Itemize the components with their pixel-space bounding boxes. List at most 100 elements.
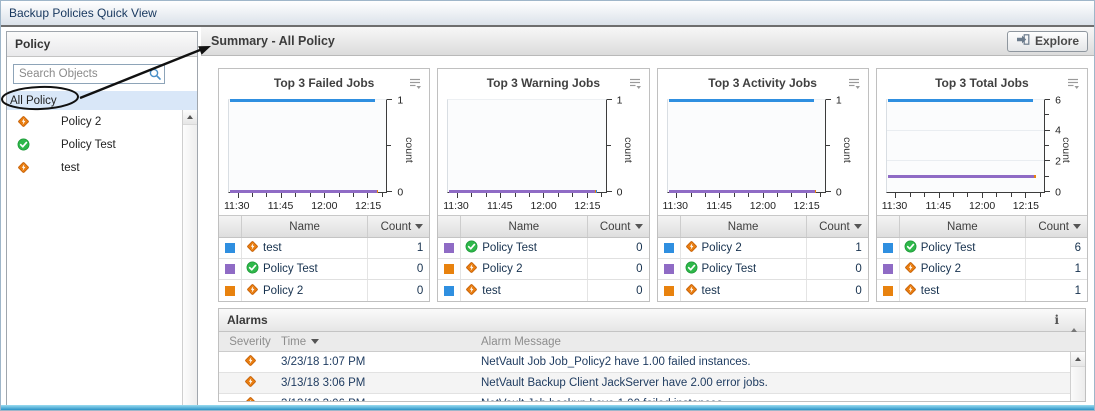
x-tick: [748, 193, 750, 197]
alarm-severity-cell: [219, 354, 281, 370]
table-row[interactable]: test 1: [877, 280, 1087, 301]
explore-button[interactable]: Explore: [1006, 30, 1088, 52]
policy-name-cell: Policy Test: [898, 238, 1025, 258]
y-minor-tick: [1045, 145, 1049, 146]
x-tick: [367, 193, 369, 198]
info-icon[interactable]: i: [1054, 313, 1059, 327]
series-swatch-cell: [658, 285, 680, 296]
series-color-swatch: [882, 285, 893, 296]
y-axis-label: count: [621, 137, 634, 164]
table-row[interactable]: Policy Test 0: [219, 259, 430, 280]
count-column-header[interactable]: Count: [1025, 216, 1087, 237]
count-value: 1: [367, 238, 429, 258]
y-tick-label: 1: [616, 93, 623, 106]
table-row[interactable]: Policy 2 1: [657, 238, 868, 259]
sidebar-item-policy-2[interactable]: Policy 2: [7, 110, 197, 133]
alarm-row[interactable]: 3/23/18 1:07 PM NetVault Job Job_Policy2 …: [219, 352, 1070, 373]
alarms-rows: 3/23/18 1:07 PM NetVault Job Job_Policy2 …: [219, 352, 1085, 401]
x-tick: [514, 193, 516, 197]
search-box: [13, 64, 165, 84]
count-column-header[interactable]: Count: [367, 216, 429, 237]
policy-warning-icon: [244, 375, 257, 391]
x-tick: [719, 193, 721, 198]
x-tick: [381, 193, 383, 197]
y-major-tick: [1045, 160, 1050, 162]
window-bottom-accent: [1, 405, 1094, 410]
policy-warning-icon: [17, 161, 30, 174]
chart-title: Top 3 Total Jobs: [935, 76, 1029, 90]
table-row[interactable]: Policy 2 0: [438, 259, 649, 280]
y-tick-label: 1: [835, 93, 842, 106]
table-row[interactable]: Policy Test 0: [438, 238, 649, 259]
y-major-tick: [387, 191, 393, 192]
chart-menu-icon[interactable]: [409, 78, 422, 90]
alarms-scroll-up-button[interactable]: [1071, 352, 1085, 367]
table-row[interactable]: Policy Test 6: [876, 238, 1087, 259]
x-tick: [791, 193, 793, 197]
x-tick-label: 12:15: [793, 200, 820, 212]
tree-item-label: test: [61, 161, 80, 174]
explore-button-label: Explore: [1034, 34, 1079, 48]
count-column-header[interactable]: Count: [805, 216, 868, 237]
y-tick-label: 0: [835, 185, 842, 198]
series-color-swatch: [225, 264, 235, 274]
x-tick: [805, 193, 807, 198]
chart-menu-icon[interactable]: [848, 78, 861, 90]
x-tick: [820, 193, 822, 197]
search-input[interactable]: [13, 64, 165, 84]
x-tick-label: 11:30: [224, 200, 250, 212]
series-color-swatch: [663, 243, 674, 253]
series-line-test: [230, 98, 376, 102]
x-tick: [967, 193, 969, 197]
chart-menu-icon[interactable]: [629, 78, 642, 90]
tree-scroll-up-button[interactable]: [183, 110, 197, 125]
tree-scrollbar[interactable]: [182, 110, 197, 405]
chart-menu-icon[interactable]: [1067, 78, 1080, 90]
severity-column-header[interactable]: Severity: [229, 335, 271, 348]
x-tick: [690, 193, 692, 197]
count-header-label: Count: [819, 220, 850, 233]
sidebar-item-policy-test[interactable]: Policy Test: [7, 133, 197, 156]
policy-ok-icon: [685, 261, 698, 277]
policy-name: Policy Test: [701, 263, 757, 275]
x-axis-labels: 11:30 11:45 12:00 12:15: [663, 199, 826, 212]
legend-table-header: Name Count: [219, 216, 430, 238]
y-major-tick: [1045, 129, 1050, 131]
y-axis-label: count: [402, 137, 415, 164]
sidebar-item-all-policy[interactable]: All Policy: [7, 91, 197, 110]
legend-table: Name Count Policy Test 0 Policy 2 0 test 0: [438, 215, 649, 301]
name-column-header[interactable]: Name: [460, 216, 586, 237]
table-row[interactable]: Policy 2 0: [219, 280, 429, 301]
table-row[interactable]: test 1: [219, 238, 430, 259]
series-swatch-cell: [438, 285, 460, 296]
name-column-header[interactable]: Name: [241, 216, 367, 237]
alarm-row[interactable]: 3/13/18 3:06 PM NetVault Backup Client Ja…: [219, 373, 1070, 394]
y-tick-label: 6: [1055, 93, 1061, 106]
table-row[interactable]: Policy Test 0: [657, 259, 868, 280]
collapse-panel-icon[interactable]: [1071, 311, 1077, 332]
policy-name-cell: Policy Test: [460, 238, 586, 258]
name-column-header[interactable]: Name: [898, 216, 1025, 237]
alarms-title: Alarms: [227, 313, 268, 327]
count-value: 0: [805, 280, 868, 301]
table-row[interactable]: test 0: [438, 280, 648, 301]
policy-name: Policy 2: [701, 242, 742, 254]
count-value: 0: [367, 259, 429, 279]
sidebar-header-label: Policy: [15, 37, 51, 51]
policy-name-cell: test: [679, 280, 806, 301]
series-swatch-cell: [877, 285, 899, 296]
message-column-header[interactable]: Alarm Message: [481, 335, 561, 348]
series-line-policy-test: [449, 190, 595, 193]
name-column-header[interactable]: Name: [679, 216, 806, 237]
time-column-header[interactable]: Time: [281, 336, 481, 348]
y-major-tick: [387, 99, 393, 100]
sidebar-item-test[interactable]: test: [7, 156, 197, 179]
policy-name-cell: Policy 2: [898, 259, 1025, 279]
policy-warning-icon: [244, 396, 257, 401]
table-row[interactable]: Policy 2 1: [876, 259, 1087, 280]
table-row[interactable]: test 0: [658, 280, 868, 301]
count-column-header[interactable]: Count: [586, 216, 649, 237]
alarms-scrollbar[interactable]: [1070, 352, 1085, 401]
search-icon[interactable]: [148, 67, 162, 86]
